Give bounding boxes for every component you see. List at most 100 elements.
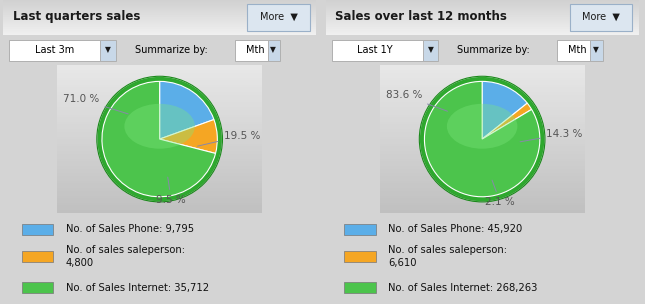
Circle shape (97, 77, 222, 201)
Ellipse shape (447, 104, 517, 149)
Bar (379, 198, 585, 201)
Bar (379, 73, 585, 75)
Bar (379, 127, 585, 129)
Bar (3, 6, 316, 7)
Bar (379, 151, 585, 154)
Bar (379, 119, 585, 122)
Bar (3, 10, 316, 11)
Bar (326, 24, 639, 25)
Bar (3, 23, 316, 24)
Bar (57, 132, 263, 134)
Bar (57, 139, 263, 142)
Wedge shape (482, 103, 531, 139)
Text: 2.1 %: 2.1 % (485, 180, 515, 207)
Bar (590, 40, 602, 61)
Bar (57, 201, 263, 203)
Bar (3, 5, 316, 6)
Bar (379, 195, 585, 198)
Bar (379, 122, 585, 124)
Bar (379, 176, 585, 178)
Bar (379, 183, 585, 186)
Bar (57, 181, 263, 183)
Bar (57, 68, 263, 70)
Bar (379, 201, 585, 203)
Bar (326, 23, 639, 24)
Bar (326, 22, 639, 23)
FancyBboxPatch shape (570, 4, 632, 31)
Bar (379, 95, 585, 97)
Bar (326, 17, 639, 18)
Bar (332, 40, 435, 61)
Bar (326, 13, 639, 14)
Bar (379, 136, 585, 139)
Bar (379, 129, 585, 132)
Bar (57, 156, 263, 159)
Bar (379, 124, 585, 127)
Bar (57, 188, 263, 191)
Bar (57, 107, 263, 109)
Bar (379, 109, 585, 112)
Bar (379, 178, 585, 181)
Text: Last 1Y: Last 1Y (357, 45, 393, 54)
Bar (57, 176, 263, 178)
Bar (344, 224, 376, 235)
Bar (344, 251, 376, 262)
Bar (326, 25, 639, 26)
Bar (379, 112, 585, 115)
Bar (3, 17, 316, 18)
Text: 14.3 %: 14.3 % (520, 129, 582, 142)
Bar (57, 102, 263, 105)
Circle shape (420, 77, 544, 201)
Bar (379, 159, 585, 161)
Bar (57, 70, 263, 73)
Bar (326, 21, 639, 22)
Bar (326, 26, 639, 27)
Bar (57, 122, 263, 124)
Bar (57, 198, 263, 201)
Bar (57, 78, 263, 80)
Bar (379, 68, 585, 70)
Bar (3, 16, 316, 17)
Bar (57, 210, 263, 213)
Bar (379, 142, 585, 144)
Bar (326, 32, 639, 33)
Bar (57, 97, 263, 100)
Bar (326, 28, 639, 29)
Bar (3, 18, 316, 19)
Bar (326, 18, 639, 19)
Bar (379, 171, 585, 174)
Bar (22, 224, 54, 235)
Bar (326, 34, 639, 35)
Bar (10, 40, 113, 61)
Bar (326, 11, 639, 12)
Bar (379, 193, 585, 195)
Bar (379, 85, 585, 88)
Bar (422, 40, 439, 61)
Text: No. of Sales Phone: 9,795: No. of Sales Phone: 9,795 (66, 224, 194, 234)
Bar (379, 97, 585, 100)
Bar (379, 132, 585, 134)
Bar (57, 73, 263, 75)
Bar (379, 166, 585, 168)
Bar (379, 65, 585, 68)
Bar (3, 31, 316, 32)
Bar (3, 10, 316, 11)
Bar (57, 171, 263, 174)
Bar (3, 15, 316, 16)
Bar (3, 11, 316, 12)
Text: ▼: ▼ (428, 45, 433, 54)
Bar (22, 251, 54, 262)
Bar (235, 40, 279, 61)
Bar (57, 144, 263, 147)
Text: 9.5 %: 9.5 % (156, 177, 186, 205)
Bar (57, 151, 263, 154)
Bar (57, 183, 263, 186)
Bar (3, 24, 316, 25)
Bar (57, 105, 263, 107)
Bar (379, 102, 585, 105)
Bar (3, 31, 316, 32)
Bar (379, 164, 585, 166)
Bar (57, 203, 263, 206)
Bar (3, 4, 316, 5)
Bar (379, 156, 585, 159)
